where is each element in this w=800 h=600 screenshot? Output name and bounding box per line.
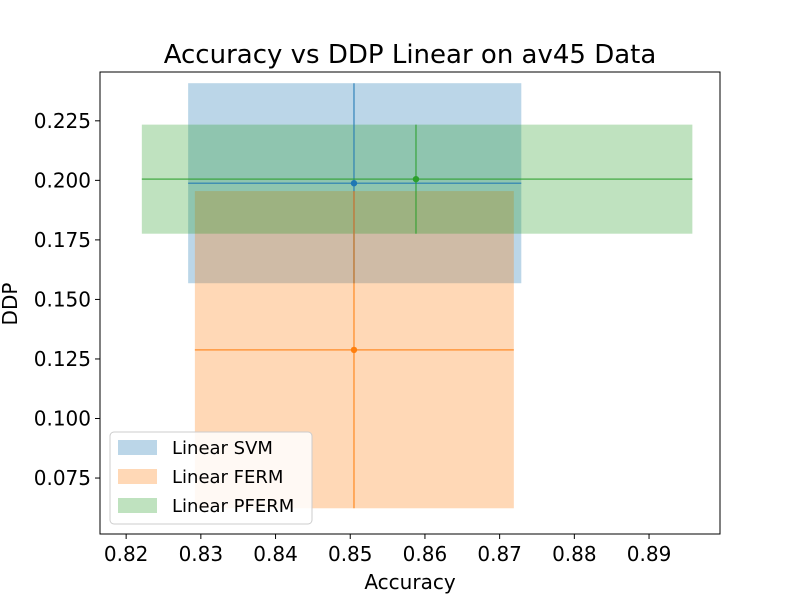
plot-frame	[99, 71, 721, 535]
x-axis-label: Accuracy	[364, 570, 455, 594]
x-tick-label-2: 0.84	[253, 542, 298, 566]
legend-label-0: Linear SVM	[172, 438, 273, 459]
y-tick-label-1: 0.100	[34, 407, 91, 431]
y-tick-label-0: 0.075	[34, 466, 91, 490]
legend-box	[109, 431, 313, 525]
y-tick-label-5: 0.200	[34, 168, 91, 192]
point-1	[350, 346, 358, 354]
x-tick-label-0: 0.82	[104, 542, 149, 566]
y-axis-label: DDP	[0, 283, 22, 326]
chart-title: Accuracy vs DDP Linear on av45 Data	[164, 40, 657, 70]
legend-label-2: Linear PFERM	[172, 496, 294, 517]
x-tick-label-6: 0.88	[552, 542, 597, 566]
x-tick-label-4: 0.86	[403, 542, 448, 566]
y-axis: 0.075 0.100 0.125 0.150 0.175 0.200 0.225	[34, 109, 100, 490]
point-0	[350, 180, 358, 187]
y-tick-label-6: 0.225	[34, 109, 91, 133]
x-tick-label-1: 0.83	[179, 542, 224, 566]
legend-swatch-0	[118, 440, 157, 455]
legend-swatch-1	[118, 469, 157, 484]
point-2	[412, 175, 420, 183]
data-points	[350, 175, 420, 354]
y-tick-label-3: 0.150	[34, 287, 91, 311]
x-tick-label-3: 0.85	[328, 542, 373, 566]
legend: Linear SVM Linear FERM Linear PFERM	[109, 431, 313, 525]
y-tick-label-2: 0.125	[34, 347, 91, 371]
legend-swatch-2	[118, 498, 157, 513]
x-tick-label-5: 0.87	[477, 542, 522, 566]
legend-label-1: Linear FERM	[172, 467, 283, 488]
y-tick-label-4: 0.175	[34, 228, 91, 252]
x-tick-label-7: 0.89	[627, 542, 672, 566]
x-axis: 0.82 0.83 0.84 0.85 0.86 0.87 0.88 0.89	[104, 534, 671, 566]
